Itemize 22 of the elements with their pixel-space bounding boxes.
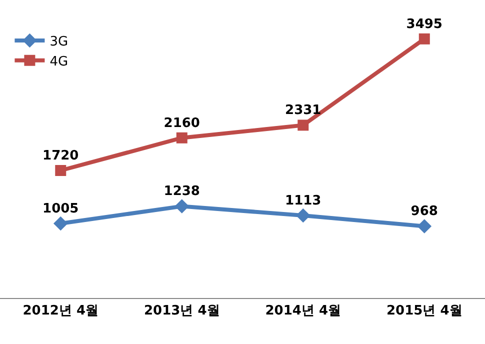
x-tick-label: 2015년 4월 [386, 304, 462, 319]
data-label: 1720 [42, 148, 79, 164]
point [53, 216, 68, 231]
x-tick-label: 2014년 4월 [265, 304, 342, 319]
point [298, 120, 309, 131]
data-label: 1238 [164, 184, 200, 200]
legend-label: 3G [50, 34, 68, 50]
point [174, 199, 190, 214]
point [296, 208, 310, 223]
point [417, 219, 432, 234]
data-label: 2160 [164, 116, 200, 131]
x-tick-label: 2013년 4월 [144, 304, 220, 319]
data-label: 1005 [42, 201, 79, 216]
point [55, 165, 66, 176]
x-tick-label: 2012년 4월 [22, 304, 99, 319]
legend-label: 4G [50, 54, 68, 70]
point [418, 33, 430, 44]
point [176, 132, 188, 144]
data-label: 3495 [406, 16, 442, 32]
data-label: 2331 [285, 103, 322, 118]
data-label: 968 [410, 204, 438, 220]
data-label: 1113 [285, 193, 322, 208]
